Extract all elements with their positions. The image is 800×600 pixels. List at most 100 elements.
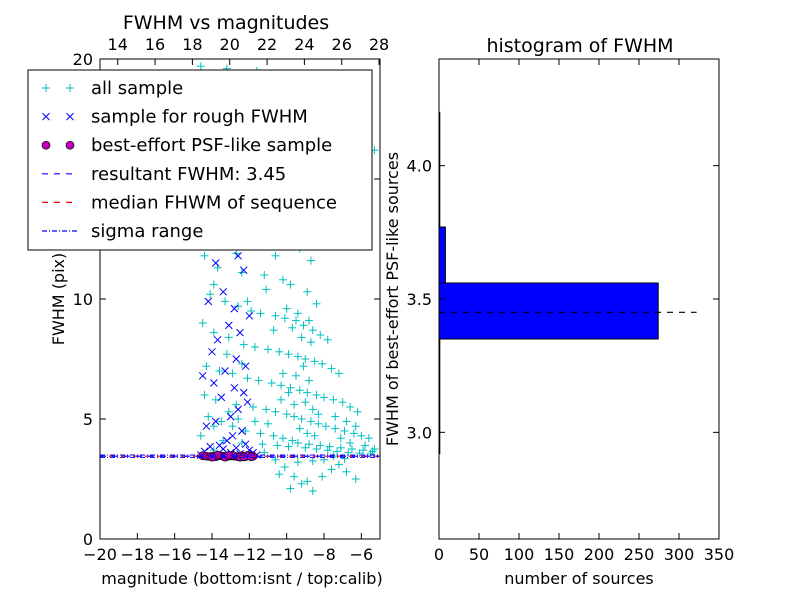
point-plus-136 [314, 410, 323, 419]
point-plus-185 [308, 457, 317, 465]
point-plus-30 [206, 290, 215, 299]
top-tick-label: 16 [145, 35, 165, 54]
legend-entry: resultant FWHM: 3.45 [42, 164, 286, 185]
point-plus-90 [217, 417, 226, 426]
point-x-10-d2 [219, 287, 228, 296]
point-plus-145 [288, 323, 297, 332]
point-x-21 [210, 379, 218, 387]
point-x-19 [221, 367, 229, 375]
point-plus-115 [344, 448, 353, 457]
histogram-panel: histogram of FWHM 0 50 100 150 200 250 300 350 3… [383, 35, 734, 588]
point-plus-121 [308, 487, 317, 495]
legend-marker-swatch [66, 112, 74, 121]
point-plus-167 [269, 326, 278, 335]
scatter-reference-lines [100, 454, 380, 458]
y-tick-label: 3.5 [407, 290, 432, 309]
point-x-13-d2 [224, 321, 233, 330]
point-x-29-d2 [202, 422, 211, 431]
legend-marker-swatch-dot [65, 140, 75, 150]
point-plus-49 [284, 350, 293, 359]
point-x-9 [204, 297, 213, 306]
point-x-35 [206, 442, 214, 451]
point-plus-179 [346, 439, 355, 447]
point-plus-99 [316, 441, 325, 450]
point-x-33-d2 [241, 440, 250, 449]
point-x-14 [236, 328, 244, 337]
point-x-37 [219, 445, 228, 453]
point-plus-118 [280, 463, 289, 471]
point-plus-168 [237, 359, 246, 368]
point-x-18 [241, 362, 250, 371]
point-plus-50 [293, 352, 302, 361]
point-plus-166 [243, 297, 252, 306]
point-plus-36 [280, 314, 289, 323]
point-x-31-d2 [228, 431, 237, 440]
point-plus-165 [262, 285, 271, 294]
legend-marker-swatch-d2 [42, 112, 50, 121]
point-plus-149 [271, 251, 280, 260]
point-x-31 [228, 431, 237, 440]
point-plus-135 [308, 405, 317, 414]
x-tick-label: −16 [158, 545, 192, 564]
point-plus-84 [331, 424, 340, 433]
point-x-27-d2 [226, 412, 235, 421]
point-plus-94 [269, 431, 278, 440]
x-tick-label: 150 [544, 545, 575, 564]
point-plus-106 [219, 436, 228, 445]
x-tick-label: −18 [120, 545, 154, 564]
x-tick-label: −14 [195, 545, 229, 564]
x-tick-label: 350 [704, 545, 735, 564]
point-plus-55 [334, 369, 343, 378]
point-plus-31 [221, 297, 230, 306]
point-plus-101 [336, 443, 345, 452]
point-plus-100 [325, 442, 334, 451]
point-x-11-d2 [230, 304, 239, 313]
point-plus-110 [284, 442, 293, 451]
point-plus-125 [342, 467, 351, 476]
point-x-34-d2 [215, 441, 224, 450]
point-plus-70 [346, 403, 355, 411]
point-plus-88 [364, 434, 373, 443]
point-x-15 [213, 335, 222, 344]
point-plus-117 [366, 449, 375, 458]
point-plus-41 [323, 335, 332, 344]
point-x-6 [234, 251, 242, 260]
point-x-35-d2 [206, 442, 214, 451]
point-plus-173 [264, 419, 272, 428]
point-x-24 [217, 393, 226, 402]
x-tick-label: −8 [312, 545, 336, 564]
point-plus-39 [308, 326, 317, 335]
point-x-25-d2 [243, 398, 252, 407]
point-x-28-d2 [211, 417, 220, 426]
x-tick-label: 100 [504, 545, 535, 564]
point-x-27 [226, 412, 235, 421]
point-plus-59 [243, 374, 252, 383]
histogram-title: histogram of FWHM [486, 35, 673, 57]
point-x-22 [230, 383, 239, 392]
scatter-panel: FWHM vs magnitudes −20 −18 −16 −14 −12 −10 −8−… [27, 12, 389, 588]
point-x-26-d2 [234, 405, 242, 414]
point-plus-124 [334, 460, 343, 469]
legend-label: sigma range [91, 221, 203, 242]
point-plus-75 [249, 403, 258, 411]
legend-label: median FHWM of sequence [91, 192, 337, 213]
point-x-12 [245, 311, 254, 320]
point-x-30 [238, 427, 246, 435]
point-x-23-d2 [239, 388, 248, 397]
point-plus-52 [310, 357, 319, 366]
point-plus-46 [250, 343, 259, 351]
point-x-16 [208, 347, 216, 356]
point-plus-128 [303, 477, 312, 486]
histogram-bar [438, 226, 446, 284]
point-x-24-d2 [217, 393, 226, 402]
point-plus-102 [348, 445, 356, 453]
point-plus-60 [254, 376, 263, 385]
point-plus-143 [306, 338, 315, 347]
point-x-33 [241, 440, 250, 449]
point-plus-21 [306, 256, 315, 265]
point-plus-138 [303, 429, 312, 438]
point-plus-181 [370, 445, 379, 453]
histogram-x-axis-label: number of sources [504, 569, 654, 588]
point-plus-69 [338, 398, 347, 407]
